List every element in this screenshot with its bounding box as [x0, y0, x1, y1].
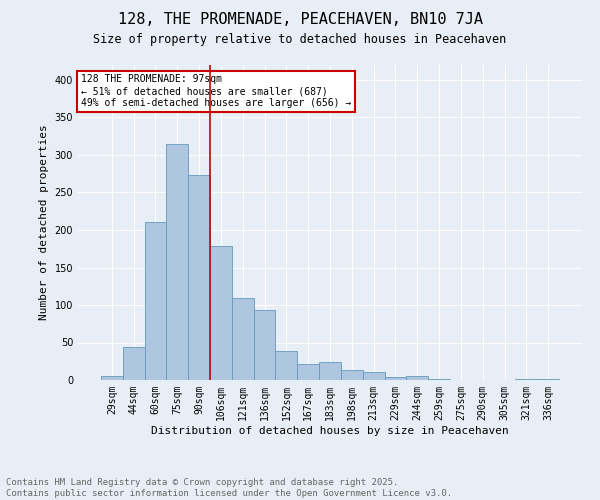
Bar [188, 176, 210, 380]
Bar [210, 246, 232, 380]
Bar [515, 379, 537, 380]
Bar [101, 376, 123, 380]
Bar [123, 347, 145, 380]
Text: Contains HM Land Registry data © Crown copyright and database right 2025.
Contai: Contains HM Land Registry data © Crown c… [6, 478, 452, 498]
Bar [145, 222, 166, 380]
Bar [275, 351, 297, 380]
Bar [166, 144, 188, 380]
Bar [537, 378, 559, 380]
Text: Size of property relative to detached houses in Peacehaven: Size of property relative to detached ho… [94, 32, 506, 46]
Text: 128 THE PROMENADE: 97sqm
← 51% of detached houses are smaller (687)
49% of semi-: 128 THE PROMENADE: 97sqm ← 51% of detach… [80, 74, 351, 108]
Bar [363, 372, 385, 380]
Bar [385, 377, 406, 380]
Text: 128, THE PROMENADE, PEACEHAVEN, BN10 7JA: 128, THE PROMENADE, PEACEHAVEN, BN10 7JA [118, 12, 482, 28]
Bar [254, 310, 275, 380]
Bar [428, 379, 450, 380]
Bar [406, 376, 428, 380]
Bar [341, 370, 363, 380]
Bar [297, 364, 319, 380]
Bar [319, 362, 341, 380]
Y-axis label: Number of detached properties: Number of detached properties [39, 124, 49, 320]
X-axis label: Distribution of detached houses by size in Peacehaven: Distribution of detached houses by size … [151, 426, 509, 436]
Bar [232, 298, 254, 380]
